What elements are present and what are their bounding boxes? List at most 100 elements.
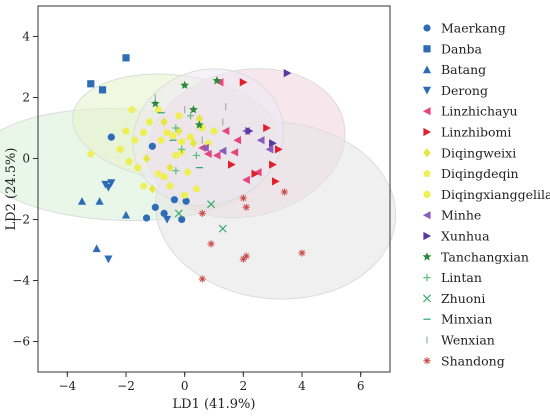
point-lintan bbox=[172, 124, 180, 132]
point-linzhibomi bbox=[239, 78, 248, 87]
point-batang bbox=[95, 197, 104, 205]
point-linzhibomi bbox=[251, 169, 260, 178]
point-zhuoni bbox=[218, 224, 227, 233]
point-diqingdeqin bbox=[128, 105, 136, 113]
point-linzhibomi bbox=[263, 123, 271, 133]
legend-label-diqingweixi: Diqingweixi bbox=[441, 145, 516, 160]
point-danba bbox=[122, 54, 130, 62]
point-linzhibomi bbox=[272, 177, 280, 186]
legend-label-minhe: Minhe bbox=[441, 208, 481, 223]
point-linzhichayu bbox=[221, 126, 230, 136]
y-axis-title: LD2 (24.5%) bbox=[4, 148, 19, 231]
legend-marker-danba bbox=[423, 45, 431, 53]
point-diqingxianggelila bbox=[163, 128, 171, 137]
point-diqingxianggelila bbox=[210, 127, 218, 135]
legend-marker-xunhua bbox=[423, 231, 432, 241]
legend-marker-diqingxianggelila bbox=[423, 190, 431, 198]
point-derong bbox=[107, 179, 116, 187]
point-maerkang bbox=[160, 209, 168, 217]
point-diqingxianggelila bbox=[125, 157, 133, 166]
legend-label-lintan: Lintan bbox=[441, 270, 482, 285]
y-tick-label: 2 bbox=[22, 91, 30, 105]
legend-marker-linzhichayu bbox=[422, 107, 431, 116]
point-maerkang bbox=[151, 203, 159, 211]
point-tanchangxian bbox=[180, 80, 190, 90]
point-diqingweixi bbox=[195, 114, 203, 124]
point-linzhichayu bbox=[230, 148, 239, 157]
legend: Maerkang Danba Batang Derong Linzhichayu Linz… bbox=[422, 21, 550, 368]
point-danba bbox=[87, 80, 95, 88]
point-shandong bbox=[198, 275, 206, 283]
point-linzhichayu bbox=[242, 175, 250, 184]
legend-marker-minhe bbox=[422, 211, 431, 220]
legend-label-danba: Danba bbox=[441, 41, 483, 56]
legend-label-wenxian: Wenxian bbox=[441, 333, 495, 348]
confidence-ellipses bbox=[0, 68, 397, 300]
point-linzhichayu bbox=[233, 136, 242, 145]
point-xunhua bbox=[283, 69, 292, 78]
point-minhe bbox=[218, 146, 227, 155]
point-danba bbox=[98, 86, 107, 94]
y-tick-label: 4 bbox=[22, 30, 30, 44]
point-diqingdeqin bbox=[131, 136, 139, 144]
point-maerkang bbox=[148, 142, 156, 150]
point-diqingxianggelila bbox=[134, 164, 142, 172]
point-zhuoni bbox=[174, 209, 183, 218]
legend-marker-diqingweixi bbox=[423, 148, 431, 158]
y-tick-label: 0 bbox=[22, 152, 30, 166]
point-shandong bbox=[298, 249, 306, 257]
point-shandong bbox=[239, 255, 247, 263]
point-diqingxianggelila bbox=[169, 132, 177, 140]
x-tick-label: −2 bbox=[117, 379, 135, 393]
legend-marker-zhuoni bbox=[422, 294, 432, 303]
point-minhe bbox=[265, 145, 274, 154]
x-axis-title: LD1 (41.9%) bbox=[173, 397, 256, 412]
legend-label-shandong: Shandong bbox=[441, 353, 505, 368]
point-shandong bbox=[280, 188, 288, 196]
legend-marker-derong bbox=[422, 86, 432, 95]
point-diqingxianggelila bbox=[166, 182, 174, 190]
point-diqingweixi bbox=[175, 126, 183, 136]
point-diqingweixi bbox=[160, 117, 168, 127]
point-linzhibomi bbox=[274, 145, 283, 154]
y-tick-label: −4 bbox=[12, 274, 30, 288]
point-diqingxianggelila bbox=[160, 173, 168, 181]
legend-marker-batang bbox=[422, 65, 432, 74]
legend-marker-diqingdeqin bbox=[423, 169, 431, 177]
point-diqingdeqin bbox=[204, 139, 212, 147]
point-lintan bbox=[186, 112, 195, 120]
point-diqingxianggelila bbox=[186, 133, 195, 141]
point-diqingxianggelila bbox=[157, 136, 165, 144]
point-diqingxianggelila bbox=[140, 128, 148, 137]
legend-label-diqingdeqin: Diqingdeqin bbox=[441, 166, 519, 181]
point-diqingxianggelila bbox=[145, 118, 154, 126]
point-linzhibomi bbox=[269, 160, 277, 169]
point-diqingxianggelila bbox=[154, 106, 162, 114]
legend-label-zhuoni: Zhuoni bbox=[441, 291, 485, 306]
legend-label-minxian: Minxian bbox=[441, 312, 492, 327]
legend-marker-maerkang bbox=[423, 24, 431, 32]
point-derong bbox=[104, 255, 113, 264]
point-diqingxianggelila bbox=[184, 168, 192, 176]
y-tick-label: −2 bbox=[12, 213, 30, 227]
x-tick-label: 2 bbox=[240, 379, 248, 393]
point-diqingdeqin bbox=[87, 149, 95, 158]
point-diqingweixi bbox=[189, 138, 198, 148]
point-shandong bbox=[207, 240, 215, 248]
x-tick-label: 0 bbox=[181, 379, 189, 393]
legend-label-linzhibomi: Linzhibomi bbox=[441, 125, 511, 140]
point-batang bbox=[77, 197, 87, 205]
y-tick-label: −6 bbox=[12, 335, 30, 349]
legend-label-maerkang: Maerkang bbox=[441, 21, 506, 36]
legend-label-batang: Batang bbox=[441, 62, 486, 77]
point-minhe bbox=[201, 143, 209, 152]
point-diqingweixi bbox=[166, 163, 174, 173]
data-points bbox=[77, 54, 306, 283]
point-zhuoni bbox=[207, 200, 216, 209]
legend-marker-shandong bbox=[423, 357, 431, 365]
point-batang bbox=[121, 210, 131, 219]
point-diqingxianggelila bbox=[116, 145, 124, 153]
point-xunhua bbox=[245, 126, 254, 136]
point-linzhichayu bbox=[215, 78, 224, 87]
